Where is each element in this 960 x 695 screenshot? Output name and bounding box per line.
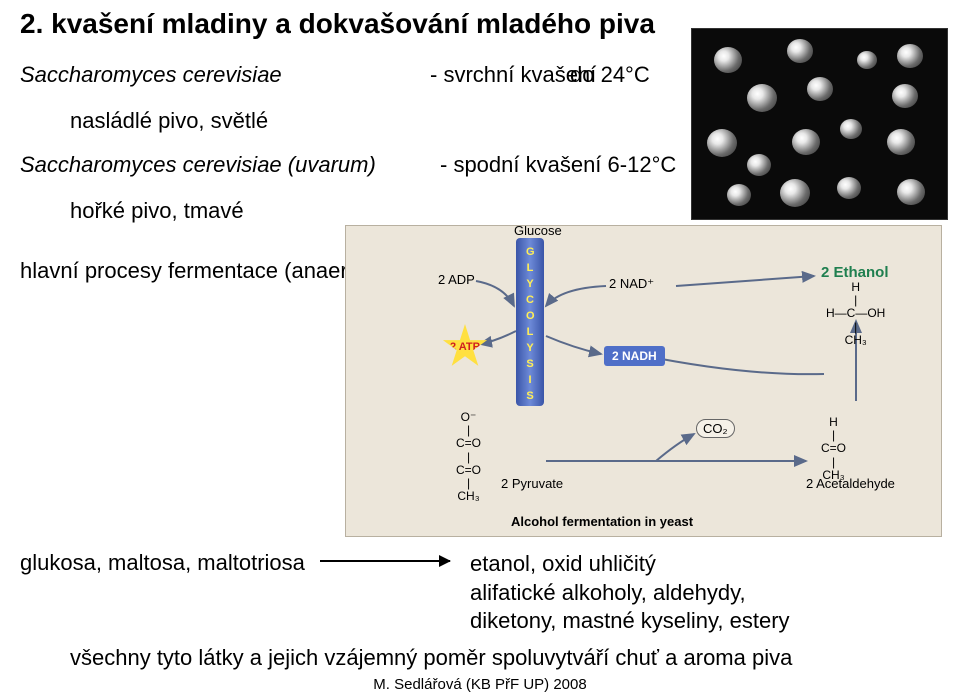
beer-type-1: nasládlé pivo, světlé — [70, 108, 268, 134]
yeast-cell — [837, 177, 861, 199]
yeast-cell — [892, 84, 918, 108]
yeast-cell — [780, 179, 810, 207]
yeast-cell — [787, 39, 813, 63]
beer-type-2: hořké pivo, tmavé — [70, 198, 244, 224]
footer-credit: M. Sedlářová (KB PřF UP) 2008 — [0, 676, 960, 693]
yeast-cell — [747, 154, 771, 176]
ethanol-molecule: H|H—C—OH|CH₃ — [826, 281, 885, 347]
species-2-desc: - spodní kvašení 6-12°C — [440, 152, 676, 178]
yeast-cell — [714, 47, 742, 73]
glycolysis-letter: S — [526, 390, 534, 402]
yeast-cell — [897, 179, 925, 205]
nad-label: 2 NAD⁺ — [609, 276, 654, 292]
glycolysis-letter: G — [526, 246, 534, 258]
summary-text: všechny tyto látky a jejich vzájemný pom… — [70, 645, 792, 671]
species-1: Saccharomyces cerevisiae — [20, 62, 282, 88]
ethanol-label: 2 Ethanol — [821, 264, 889, 281]
species-2: Saccharomyces cerevisiae (uvarum) — [20, 152, 376, 178]
yeast-cell — [727, 184, 751, 206]
acetaldehyde-label: 2 Acetaldehyde — [806, 476, 895, 491]
nadh-box: 2 NADH — [604, 346, 665, 366]
yeast-cell — [840, 119, 862, 139]
page-title: 2. kvašení mladiny a dokvašování mladého… — [20, 8, 655, 40]
yeast-cell — [707, 129, 737, 157]
yeast-cell — [807, 77, 833, 101]
diagram-caption: Alcohol fermentation in yeast — [511, 514, 693, 529]
substrates-label: glukosa, maltosa, maltotriosa — [20, 550, 305, 576]
fermentation-diagram: Glucose GLYCOLYSIS 2 ADP 2 ATP 2 NAD⁺ 2 … — [345, 225, 942, 537]
glycolysis-letter: I — [526, 374, 534, 386]
yeast-cell — [897, 44, 923, 68]
adp-label: 2 ADP — [438, 272, 475, 287]
yeast-cell — [792, 129, 820, 155]
glucose-label: Glucose — [514, 225, 562, 238]
products-label: etanol, oxid uhličitýalifatické alkoholy… — [470, 550, 790, 636]
glycolysis-letter: C — [526, 294, 534, 306]
yeast-cell — [857, 51, 877, 69]
glycolysis-letter: Y — [526, 342, 534, 354]
reaction-arrow — [320, 560, 450, 562]
yeast-cell — [747, 84, 777, 112]
glycolysis-letter: L — [526, 326, 534, 338]
pyruvate-label: 2 Pyruvate — [501, 476, 563, 491]
yeast-cell — [887, 129, 915, 155]
species-1-temp: do 24°C — [570, 62, 650, 88]
microscopy-image — [691, 28, 948, 220]
glycolysis-letter: S — [526, 358, 534, 370]
glycolysis-letter: L — [526, 262, 534, 274]
acetaldehyde-molecule: H|C=O|CH₃ — [821, 416, 846, 482]
pyruvate-molecule: O⁻|C=O|C=O|CH₃ — [456, 411, 481, 503]
co2-label: CO₂ — [696, 419, 735, 438]
glycolysis-letter: Y — [526, 278, 534, 290]
process-heading: hlavní procesy fermentace (anaerobní) — [20, 258, 398, 284]
glycolysis-letter: O — [526, 310, 534, 322]
